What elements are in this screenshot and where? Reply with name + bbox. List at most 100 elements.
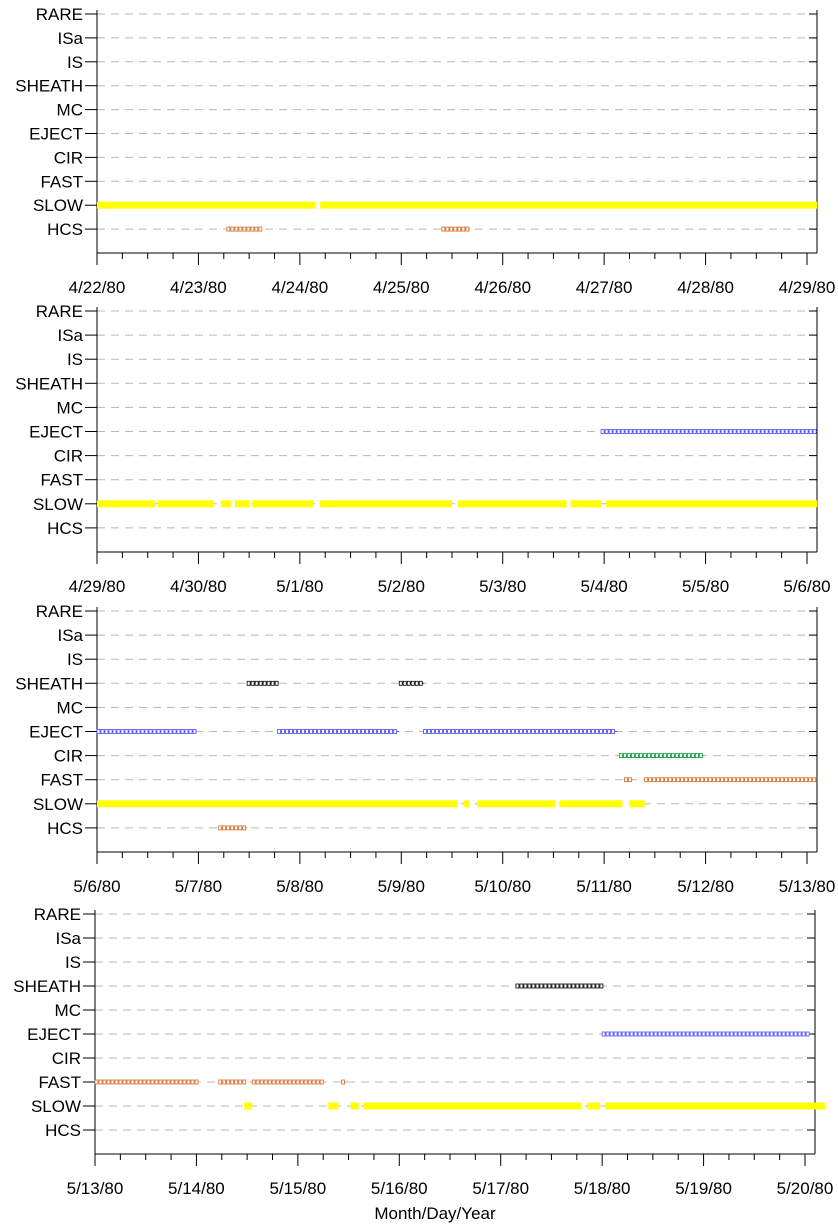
interval-slow <box>477 800 556 808</box>
interval-slow <box>570 500 602 508</box>
interval-fast <box>251 1079 324 1085</box>
y-tick-label-isa: ISa <box>57 29 83 48</box>
x-tick-label: 4/23/80 <box>170 278 227 297</box>
interval-hcs <box>226 226 263 232</box>
interval-slow <box>244 1102 253 1110</box>
y-tick-label-eject: EJECT <box>29 125 83 144</box>
x-tick-label: 5/1/80 <box>276 577 323 596</box>
y-tick-label-hcs: HCS <box>47 819 83 838</box>
x-tick-label: 5/6/80 <box>73 877 120 896</box>
y-tick-label-sheath: SHEATH <box>13 977 81 996</box>
interval-fast <box>218 1079 247 1085</box>
interval-slow <box>157 500 214 508</box>
x-tick-label: 4/29/80 <box>779 278 836 297</box>
x-tick-label: 5/8/80 <box>276 877 323 896</box>
y-tick-label-isa: ISa <box>57 626 83 645</box>
x-tick-label: 5/14/80 <box>168 1179 225 1198</box>
y-tick-label-is: IS <box>65 953 81 972</box>
y-tick-label-sheath: SHEATH <box>15 374 83 393</box>
x-tick-label: 4/28/80 <box>677 278 734 297</box>
x-tick-label: 4/25/80 <box>373 278 430 297</box>
interval-slow <box>606 500 818 508</box>
y-tick-label-eject: EJECT <box>27 1025 81 1044</box>
y-tick-label-sheath: SHEATH <box>15 674 83 693</box>
interval-eject <box>601 1031 811 1037</box>
y-tick-label-mc: MC <box>57 398 83 417</box>
interval-eject <box>423 729 618 734</box>
y-tick-label-fast: FAST <box>40 771 83 790</box>
x-tick-label: 5/9/80 <box>378 877 425 896</box>
interval-slow <box>328 1102 339 1110</box>
x-tick-label: 4/30/80 <box>170 577 227 596</box>
x-tick-label: 5/7/80 <box>175 877 222 896</box>
interval-slow <box>458 500 567 508</box>
x-tick-label: 5/18/80 <box>574 1179 631 1198</box>
x-tick-label: 5/12/80 <box>677 877 734 896</box>
x-tick-label: 5/20/80 <box>777 1179 834 1198</box>
y-tick-label-isa: ISa <box>57 326 83 345</box>
interval-hcs <box>441 226 471 232</box>
y-tick-label-fast: FAST <box>40 172 83 191</box>
y-tick-label-eject: EJECT <box>29 423 83 442</box>
y-tick-label-mc: MC <box>55 1001 81 1020</box>
interval-slow <box>97 201 316 209</box>
interval-slow <box>350 1102 359 1110</box>
y-tick-label-cir: CIR <box>52 1049 81 1068</box>
panel-3: RARE ISa IS SHEATH MC EJECT CIR FAST SLOW HCS 5/6/… <box>15 602 835 896</box>
panel-2: RARE ISa IS SHEATH MC EJECT CIR FAST SLOW HCS 4/29… <box>15 302 830 596</box>
x-tick-label: 4/27/80 <box>576 278 633 297</box>
x-tick-label: 5/11/80 <box>576 877 631 896</box>
interval-cir <box>618 753 704 758</box>
y-tick-label-mc: MC <box>57 698 83 717</box>
y-tick-label-rare: RARE <box>36 5 83 24</box>
interval-slow <box>252 500 314 508</box>
interval-slow <box>97 800 458 808</box>
y-tick-label-slow: SLOW <box>33 196 83 215</box>
interval-slow <box>220 500 231 508</box>
y-tick-label-cir: CIR <box>54 148 83 167</box>
panel-4: RARE ISa IS SHEATH MC EJECT CIR FAST SLOW HCS 5/13… <box>13 905 833 1198</box>
interval-slow <box>629 800 645 808</box>
interval-slow <box>605 1102 826 1110</box>
panel-1: RARE ISa IS SHEATH MC EJECT CIR FAST SLOW HCS 4/22… <box>15 5 835 297</box>
y-tick-label-is: IS <box>67 350 83 369</box>
interval-eject <box>277 729 400 734</box>
interval-slow <box>559 800 623 808</box>
interval-sheath <box>398 680 424 686</box>
x-tick-label: 5/17/80 <box>472 1179 529 1198</box>
y-tick-label-hcs: HCS <box>47 220 83 239</box>
interval-fast <box>94 1079 199 1085</box>
y-tick-label-hcs: HCS <box>45 1121 81 1140</box>
interval-hcs <box>218 825 248 831</box>
interval-fast <box>644 777 818 783</box>
interval-eject <box>600 429 818 434</box>
x-tick-label: 5/13/80 <box>67 1179 124 1198</box>
x-tick-label: 5/4/80 <box>581 577 628 596</box>
y-tick-label-rare: RARE <box>36 602 83 621</box>
interval-slow <box>464 800 470 808</box>
interval-slow <box>320 201 818 209</box>
x-axis-title: Month/Day/Year <box>374 1204 496 1223</box>
x-tick-label: 5/13/80 <box>779 877 836 896</box>
x-tick-label: 5/10/80 <box>474 877 531 896</box>
x-tick-label: 4/26/80 <box>474 278 531 297</box>
interval-sheath <box>515 983 604 989</box>
y-tick-label-eject: EJECT <box>29 723 83 742</box>
interval-sheath <box>246 680 279 686</box>
interval-fast <box>341 1079 347 1085</box>
y-tick-label-fast: FAST <box>40 471 83 490</box>
y-tick-label-sheath: SHEATH <box>15 77 83 96</box>
interval-fast <box>624 777 633 783</box>
y-tick-label-slow: SLOW <box>31 1097 81 1116</box>
x-tick-label: 4/24/80 <box>271 278 328 297</box>
interval-slow <box>234 500 250 508</box>
interval-slow <box>363 1102 582 1110</box>
x-tick-label: 5/19/80 <box>675 1179 732 1198</box>
y-tick-label-isa: ISa <box>55 929 81 948</box>
x-tick-label: 5/5/80 <box>682 577 729 596</box>
x-tick-label: 5/16/80 <box>371 1179 428 1198</box>
x-tick-label: 4/29/80 <box>69 577 126 596</box>
y-tick-label-cir: CIR <box>54 447 83 466</box>
y-tick-label-fast: FAST <box>38 1073 81 1092</box>
